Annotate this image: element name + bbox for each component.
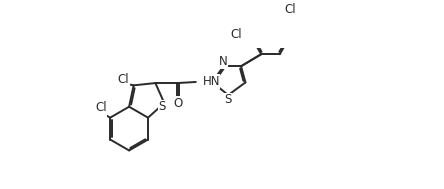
Text: S: S bbox=[225, 93, 232, 106]
Text: N: N bbox=[219, 55, 227, 68]
Text: S: S bbox=[159, 101, 166, 113]
Text: Cl: Cl bbox=[231, 28, 242, 41]
Text: HN: HN bbox=[202, 75, 220, 88]
Text: O: O bbox=[173, 97, 182, 110]
Text: Cl: Cl bbox=[95, 101, 107, 114]
Text: Cl: Cl bbox=[118, 73, 130, 86]
Text: Cl: Cl bbox=[285, 3, 297, 16]
